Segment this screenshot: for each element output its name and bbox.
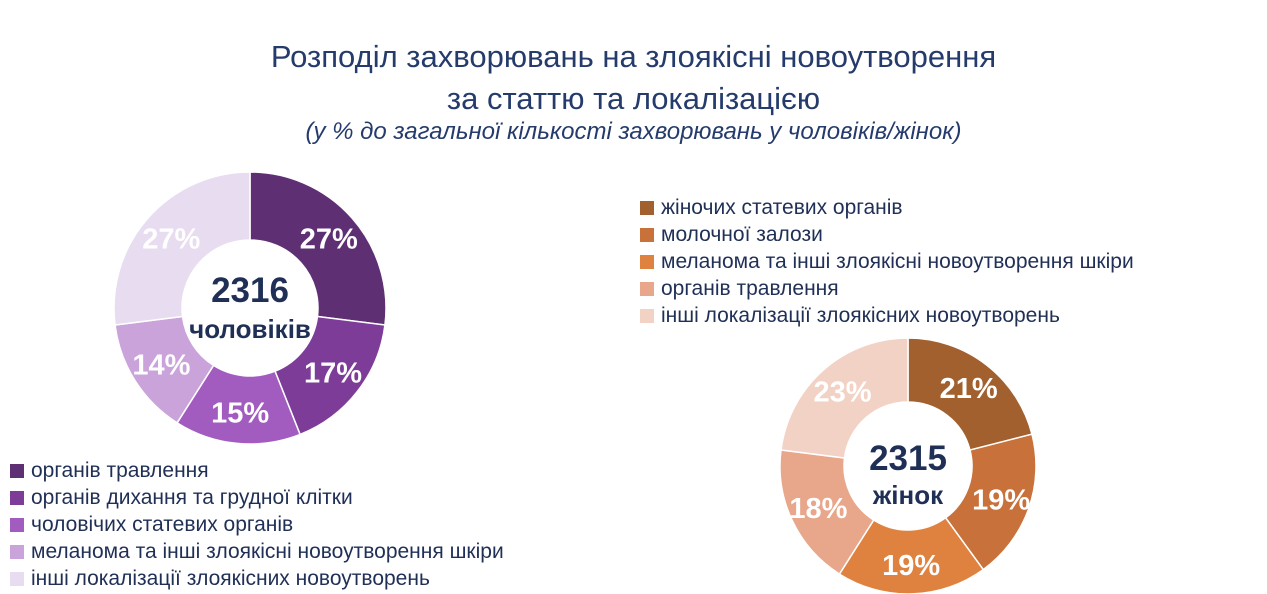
- center-value-women: 2315: [869, 439, 947, 478]
- women-slice-label-5: 23%: [814, 377, 872, 409]
- women-legend-item: молочної залози: [640, 221, 1134, 248]
- men-legend-label: інші локалізації злоякісних новоутворень: [31, 566, 430, 590]
- men-legend-label: органів дихання та грудної клітки: [31, 485, 353, 509]
- women-slice-4: [779, 449, 875, 576]
- women-legend-swatch: [640, 254, 654, 269]
- men-legend-swatch: [10, 490, 24, 505]
- women-legend-label: жіночих статевих органів: [661, 195, 903, 219]
- chart-subtitle: (у % до загальної кількості захворювань …: [305, 118, 962, 145]
- women-slice-3: [838, 516, 985, 594]
- chart-title-line-1: Розподіл захворювань на злоякісні новоут…: [270, 39, 997, 74]
- women-slice-2: [944, 433, 1037, 571]
- men-slice-label-1: 27%: [300, 224, 358, 256]
- men-legend-label: органів травлення: [31, 458, 209, 482]
- men-slice-label-5: 27%: [142, 224, 200, 256]
- men-slice-5: [113, 171, 251, 326]
- women-legend-item: органів травлення: [640, 275, 1134, 302]
- men-slice-label-4: 14%: [132, 349, 190, 381]
- women-slice-label-2: 19%: [972, 485, 1030, 517]
- women-legend-label: молочної залози: [661, 222, 823, 246]
- men-legend-item: чоловічих статевих органів: [10, 511, 504, 538]
- men-legend-swatch: [10, 463, 24, 478]
- donut-chart-men: 27% 17% 15% 14% 27% 2316 чоловіків: [113, 171, 387, 445]
- women-slice-label-3: 19%: [882, 550, 940, 582]
- men-legend-item: інші локалізації злоякісних новоутворень: [10, 565, 504, 592]
- women-slice-label-4: 18%: [789, 493, 847, 525]
- women-legend-item: жіночих статевих органів: [640, 194, 1134, 221]
- center-label-men: чоловіків: [189, 314, 311, 344]
- men-legend-item: органів травлення: [10, 457, 504, 484]
- men-legend-item: органів дихання та грудної клітки: [10, 484, 504, 511]
- chart-title-line-2: за статтю та локалізацією: [446, 81, 821, 116]
- men-legend-swatch: [10, 544, 24, 559]
- donut-chart-women: 21% 19% 19% 18% 23% 2315 жінок: [779, 337, 1037, 594]
- men-legend-label: меланома та інші злоякісні новоутворення…: [31, 539, 504, 563]
- men-legend-item: меланома та інші злоякісні новоутворення…: [10, 538, 504, 565]
- legend-men: органів травлення органів дихання та груд…: [10, 457, 504, 592]
- women-slice-1: [907, 337, 1033, 451]
- legend-women: жіночих статевих органів молочної залози м…: [640, 194, 1134, 329]
- men-slice-label-2: 17%: [304, 357, 362, 389]
- women-legend-swatch: [640, 281, 654, 296]
- women-legend-label: органів травлення: [661, 276, 839, 300]
- men-legend-label: чоловічих статевих органів: [31, 512, 294, 536]
- men-legend-swatch: [10, 517, 24, 532]
- men-slice-1: [249, 171, 387, 326]
- women-legend-label: меланома та інші злоякісні новоутворення…: [661, 249, 1134, 273]
- women-legend-swatch: [640, 308, 654, 323]
- women-legend-swatch: [640, 200, 654, 215]
- center-value-men: 2316: [211, 271, 289, 310]
- women-legend-label: інші локалізації злоякісних новоутворень: [661, 303, 1060, 327]
- men-slice-label-3: 15%: [211, 398, 269, 430]
- women-legend-item: інші локалізації злоякісних новоутворень: [640, 302, 1134, 329]
- women-legend-item: меланома та інші злоякісні новоутворення…: [640, 248, 1134, 275]
- center-label-women: жінок: [872, 480, 944, 510]
- men-legend-swatch: [10, 571, 24, 586]
- women-slice-label-1: 21%: [940, 373, 998, 405]
- chart-title: Розподіл захворювань на злоякісні новоут…: [0, 36, 1267, 120]
- women-slice-5: [780, 337, 909, 459]
- women-legend-swatch: [640, 227, 654, 242]
